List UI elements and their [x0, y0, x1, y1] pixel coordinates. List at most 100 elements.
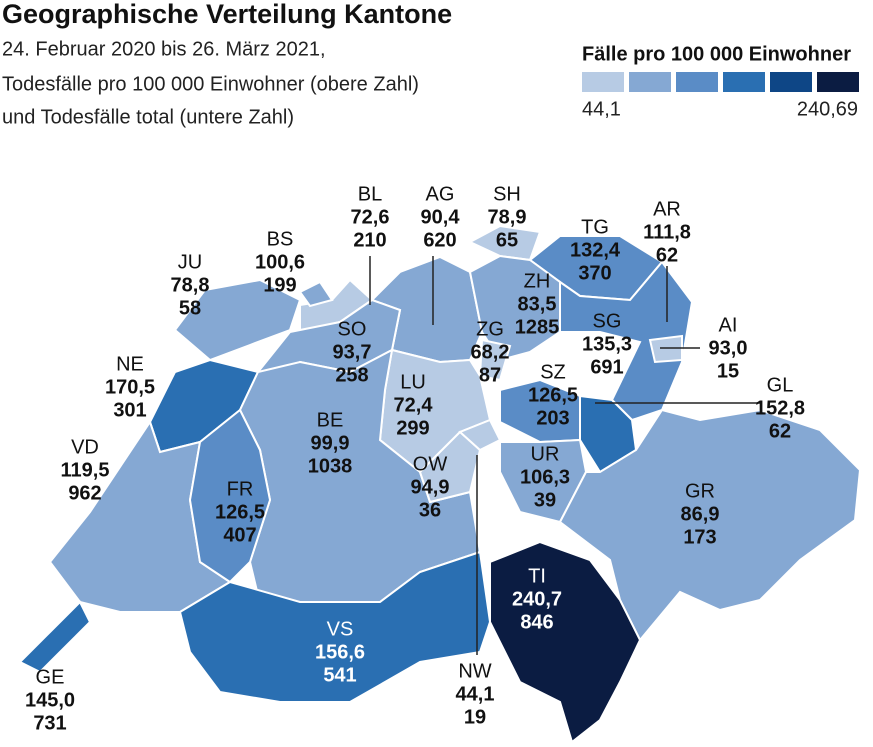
legend-max: 240,69: [797, 98, 858, 120]
canton-name: OW: [413, 453, 448, 475]
canton-name: SH: [493, 183, 521, 205]
canton-shape: [178, 550, 492, 703]
canton-shape: [467, 224, 542, 262]
canton-name: GL: [767, 374, 794, 396]
canton-shape: [559, 260, 694, 422]
canton-rate: 99,9: [311, 432, 350, 454]
legend-swatch: [770, 72, 812, 92]
canton-rate: 152,8: [755, 397, 805, 419]
canton-rate: 83,5: [518, 293, 557, 315]
canton-rate: 93,0: [709, 337, 748, 359]
canton-rate: 119,5: [61, 459, 110, 481]
legend-min: 44,1: [582, 98, 621, 120]
canton-total: 1038: [308, 455, 353, 477]
canton-name: UR: [531, 443, 560, 465]
canton-rate: 106,3: [520, 466, 570, 488]
canton-rate: 240,7: [512, 588, 562, 610]
canton-total: 370: [578, 262, 611, 284]
canton-name: SO: [338, 318, 367, 340]
canton-total: 299: [396, 417, 429, 439]
canton-rate: 72,4: [394, 394, 434, 416]
canton-shape: [18, 600, 92, 674]
canton-shape: [298, 280, 334, 308]
canton-rate: 44,1: [456, 683, 495, 705]
canton-total: 15: [717, 360, 739, 382]
canton-rate: 94,9: [411, 476, 450, 498]
legend-swatch: [629, 72, 671, 92]
canton-rate: 135,3: [582, 333, 632, 355]
canton-rate: 72,6: [351, 206, 390, 228]
canton-name: TG: [581, 216, 609, 238]
canton-name: BS: [267, 228, 294, 250]
canton-rate: 86,9: [681, 503, 720, 525]
canton-rate: 126,5: [215, 501, 265, 523]
canton-total: 731: [33, 712, 66, 734]
canton-total: 58: [179, 297, 201, 319]
canton-shape: [173, 278, 302, 362]
canton-name: ZH: [524, 270, 551, 292]
canton-name: ZG: [476, 318, 504, 340]
canton-rate: 132,4: [570, 239, 621, 261]
legend-swatch: [723, 72, 765, 92]
title: Geographische Verteilung Kantone: [2, 0, 452, 29]
canton-rate: 78,9: [488, 206, 527, 228]
canton-total: 962: [68, 482, 101, 504]
canton-rate: 90,4: [421, 206, 461, 228]
canton-shape: [648, 334, 683, 364]
legend-title: Fälle pro 100 000 Einwohner: [582, 43, 851, 65]
canton-total: 258: [335, 364, 368, 386]
canton-rate: 145,0: [25, 689, 75, 711]
canton-total: 407: [223, 524, 256, 546]
canton-name: AG: [426, 183, 455, 205]
subtitle: Todesfälle pro 100 000 Einwohner (obere …: [2, 73, 419, 95]
canton-name: SG: [593, 310, 622, 332]
canton-rate: 100,6: [255, 251, 305, 273]
canton-shape: [188, 408, 272, 584]
canton-total: 301: [113, 399, 146, 421]
canton-total: 1285: [515, 316, 560, 338]
subtitle: 24. Februar 2020 bis 26. März 2021,: [2, 38, 326, 60]
legend-swatch: [582, 72, 624, 92]
canton-total: 87: [479, 364, 501, 386]
canton-total: 210: [353, 229, 386, 251]
canton-rate: 126,5: [528, 384, 578, 406]
canton-name: NW: [458, 660, 491, 682]
canton-name: LU: [400, 371, 426, 393]
canton-name: GE: [36, 666, 65, 688]
canton-total: 173: [683, 526, 716, 548]
canton-total: 846: [520, 611, 553, 633]
canton-name: GR: [685, 480, 715, 502]
canton-total: 199: [263, 274, 296, 296]
canton-name: VS: [327, 618, 354, 640]
canton-total: 36: [419, 499, 441, 521]
canton-total: 62: [769, 420, 791, 442]
canton-total: 691: [590, 356, 623, 378]
canton-total: 541: [323, 664, 356, 686]
legend-swatch: [817, 72, 859, 92]
canton-name: VD: [71, 436, 99, 458]
canton-rate: 78,8: [171, 274, 210, 296]
canton-rate: 111,8: [643, 221, 691, 243]
canton-rate: 170,5: [105, 376, 155, 398]
canton-shape: [458, 418, 502, 452]
canton-name: FR: [227, 478, 254, 500]
canton-name: TI: [528, 565, 546, 587]
canton-total: 19: [464, 706, 486, 728]
canton-rate: 156,6: [315, 641, 365, 663]
canton-rate: 93,7: [333, 341, 372, 363]
canton-shape: [489, 540, 642, 744]
canton-rate: 68,2: [471, 341, 510, 363]
legend-swatch: [676, 72, 718, 92]
canton-name: BL: [358, 183, 382, 205]
canton-total: 620: [423, 229, 456, 251]
canton-name: BE: [317, 409, 344, 431]
canton-name: AR: [653, 198, 681, 220]
canton-name: NE: [116, 353, 144, 375]
canton-shape: [418, 430, 482, 504]
subtitle: und Todesfälle total (untere Zahl): [2, 106, 294, 128]
canton-total: 39: [534, 489, 556, 511]
canton-name: SZ: [540, 361, 566, 383]
canton-total: 62: [656, 244, 678, 266]
